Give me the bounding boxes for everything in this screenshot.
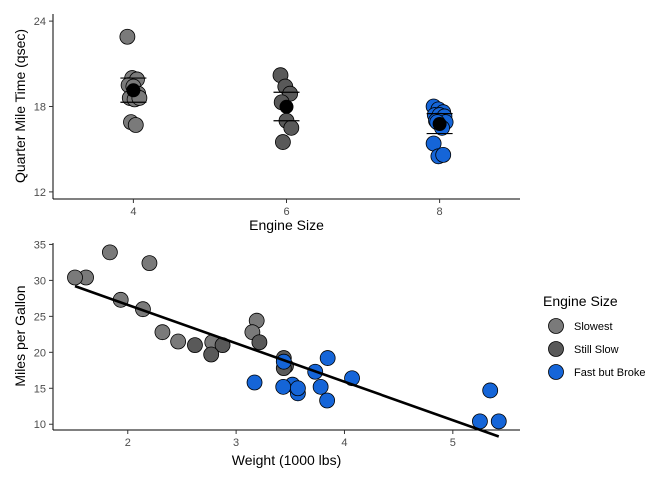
bottom-point-slowest — [141, 255, 158, 272]
bottom-x-axis-title: Weight (1000 lbs) — [232, 452, 341, 468]
top-y-tick-label: 12 — [34, 187, 46, 199]
bottom-y-tick-label: 15 — [34, 383, 46, 395]
top-mean-point — [279, 99, 294, 114]
legend-item-still-slow: Still Slow — [548, 341, 619, 357]
bottom-point-fast-but-broke — [319, 350, 336, 366]
legend-title: Engine Size — [543, 293, 618, 309]
bottom-x-tick-label: 5 — [450, 437, 456, 449]
bottom-point-fast-but-broke — [289, 380, 306, 397]
top-y-axis-title: Quarter Mile Time (qsec) — [12, 29, 28, 183]
legend-item-fast-but-broke: Fast but Broke — [548, 364, 646, 380]
legend-item-slowest: Slowest — [548, 318, 613, 334]
bottom-point-slowest — [67, 269, 83, 286]
top-mean-point — [432, 117, 447, 132]
bottom-y-tick-label: 20 — [34, 347, 46, 359]
top-point-slowest — [127, 117, 144, 133]
legend-label-fast-but-broke: Fast but Broke — [574, 367, 646, 379]
top-panel: 12 18 24 4 6 8 Engine Size Quarter Mile Time… — [12, 14, 520, 233]
bottom-point-fast-but-broke — [275, 378, 292, 395]
bottom-point-still-slow — [203, 346, 220, 363]
bottom-y-tick-label: 25 — [34, 311, 46, 323]
bottom-x-tick-label: 4 — [341, 437, 347, 449]
top-point-still-slow — [274, 134, 291, 150]
bottom-y-tick-label: 35 — [34, 239, 46, 251]
bottom-point-fast-but-broke — [246, 374, 263, 391]
bottom-point-still-slow — [187, 337, 203, 354]
top-x-ticks: 4 6 8 — [130, 199, 443, 218]
top-plot-area — [119, 28, 454, 165]
top-x-tick-label: 6 — [283, 206, 289, 218]
bottom-point-slowest — [101, 244, 118, 261]
top-mean-point — [126, 83, 141, 98]
bottom-x-tick-label: 2 — [125, 437, 131, 449]
legend-label-slowest: Slowest — [574, 321, 613, 333]
top-x-axis-title: Engine Size — [249, 217, 324, 233]
bottom-point-fast-but-broke — [312, 378, 329, 395]
bottom-x-tick-label: 3 — [233, 437, 239, 449]
bottom-point-still-slow — [251, 334, 268, 351]
top-x-tick-label: 4 — [130, 206, 136, 218]
bottom-panel: 10 15 20 25 30 35 2 3 4 5 Weight (1000 lbs) Mile… — [12, 239, 520, 468]
bottom-point-fast-but-broke — [482, 382, 499, 399]
bottom-point-slowest — [154, 324, 171, 341]
bottom-y-ticks: 10 15 20 25 30 35 — [34, 239, 53, 431]
top-point-still-slow — [283, 119, 300, 136]
top-x-tick-label: 8 — [437, 206, 443, 218]
top-y-tick-label: 18 — [34, 102, 46, 114]
bottom-x-ticks: 2 3 4 5 — [125, 430, 456, 449]
bottom-y-tick-label: 30 — [34, 275, 46, 287]
top-y-ticks: 12 18 24 — [34, 16, 53, 199]
legend-label-still-slow: Still Slow — [574, 344, 619, 356]
top-point-fast-but-broke — [435, 146, 452, 163]
bottom-y-axis-title: Miles per Gallon — [12, 285, 28, 386]
bottom-point-fast-but-broke — [319, 392, 336, 409]
top-y-tick-label: 24 — [34, 16, 46, 28]
bottom-point-fast-but-broke — [490, 413, 507, 430]
top-point-slowest — [119, 28, 136, 45]
legend-key-slowest — [548, 318, 564, 334]
legend: Engine Size Slowest Still Slow Fast but … — [543, 293, 646, 380]
regression-line — [74, 284, 500, 438]
legend-key-still-slow — [548, 341, 564, 357]
bottom-plot-area — [67, 244, 507, 438]
bottom-point-slowest — [170, 333, 187, 350]
bottom-y-tick-label: 10 — [34, 419, 46, 431]
legend-key-fast-but-broke — [548, 364, 564, 380]
